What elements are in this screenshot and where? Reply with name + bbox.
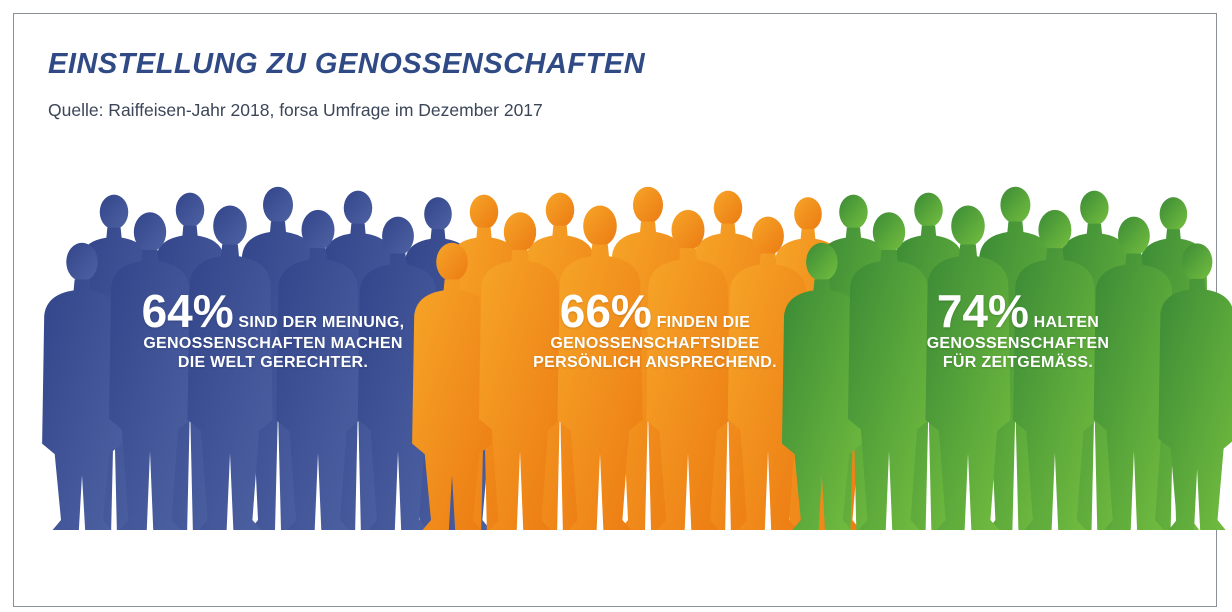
statement-2-line-3: PERSÖNLICH ANSPRECHEND. [533,354,777,372]
person-silhouette [108,212,192,530]
statement-1-line-2: GENOSSENSCHAFTEN MACHEN [143,335,403,352]
stat-block-2: 66% FINDEN DIE GENOSSENSCHAFTSIDEE PERSÖ… [520,288,790,372]
statement-2-line-2: GENOSSENSCHAFTSIDEE [550,335,760,352]
person-silhouette [276,209,360,530]
person-silhouette [847,212,931,530]
person-silhouette [925,205,1011,531]
person-silhouette [1013,209,1097,530]
stat-block-1: 64% SIND DER MEINUNG, GENOSSENSCHAFTEN M… [128,288,418,372]
stat-block-3: 74% HALTEN GENOSSENSCHAFTEN FÜR ZEITGEMÄ… [898,288,1138,372]
person-silhouette [478,212,562,530]
statement-2-line-1: FINDEN DIE [656,314,751,331]
person-silhouette [187,205,273,531]
statement-3-line-2: GENOSSENSCHAFTEN [926,335,1110,352]
person-silhouette [1158,243,1232,530]
person-silhouette [557,205,643,531]
person-silhouette [412,242,492,530]
chart-source: Quelle: Raiffeisen-Jahr 2018, forsa Umfr… [48,100,543,120]
chart-title: EINSTELLUNG ZU GENOSSENSCHAFTEN [48,48,646,80]
statement-1-line-1: SIND DER MEINUNG, [238,314,405,331]
value-label-3: 74% [936,285,1029,337]
statement-1-line-3: DIE WELT GERECHTER. [177,354,369,372]
person-silhouette [781,242,862,530]
statement-3-line-3: FÜR ZEITGEMÄSS. [942,354,1094,372]
value-label-1: 64% [141,285,234,337]
crowd-group-3 [781,186,1232,531]
person-silhouette [1093,216,1175,531]
person-silhouette [42,242,122,530]
value-label-2: 66% [559,285,652,337]
person-silhouette [646,209,730,530]
statement-3-line-1: HALTEN [1033,314,1100,331]
